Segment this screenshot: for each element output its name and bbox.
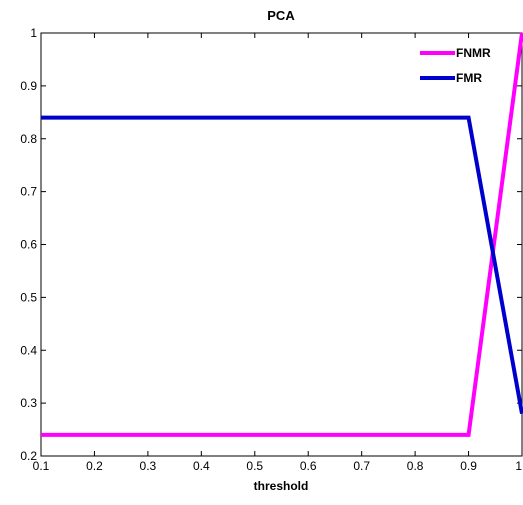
x-axis-label: threshold — [254, 479, 309, 493]
y-tick-label: 0.4 — [20, 343, 37, 357]
series-line-fmr — [41, 115, 523, 415]
x-tick-label: 0.9 — [460, 459, 477, 473]
plot-frame — [40, 32, 523, 457]
x-tick-label: 0.8 — [407, 459, 424, 473]
legend-label-fnmr: FNMR — [456, 46, 491, 60]
chart-title: PCA — [267, 8, 295, 23]
y-tick-label: 0.2 — [20, 449, 37, 463]
y-tick-label: 0.3 — [20, 396, 37, 410]
x-tick-label: 0.2 — [86, 459, 103, 473]
y-tick-label: 0.5 — [20, 290, 37, 304]
legend: FNMR FMR — [420, 46, 491, 85]
x-tick-label: 0.1 — [33, 459, 50, 473]
y-tick-label: 0.6 — [20, 238, 37, 252]
x-axis: 0.1 0.2 0.3 0.4 0.5 0.6 0.7 0.8 0.9 1 — [33, 33, 523, 473]
series-group — [41, 32, 523, 437]
x-tick-label: 0.5 — [246, 459, 263, 473]
y-axis: 0.2 0.3 0.4 0.5 0.6 0.7 0.8 0.9 1 — [20, 26, 522, 463]
series-line-fnmr — [41, 32, 523, 437]
x-tick-label: 0.6 — [300, 459, 317, 473]
x-tick-label: 0.3 — [140, 459, 157, 473]
legend-label-fmr: FMR — [456, 71, 482, 85]
plot-area — [40, 32, 523, 457]
y-tick-label: 0.8 — [20, 132, 37, 146]
y-tick-label: 1 — [30, 26, 37, 40]
x-tick-label: 0.7 — [353, 459, 370, 473]
y-tick-label: 0.7 — [20, 185, 37, 199]
y-tick-label: 0.9 — [20, 79, 37, 93]
x-tick-label: 0.4 — [193, 459, 210, 473]
x-tick-label: 1 — [515, 459, 522, 473]
